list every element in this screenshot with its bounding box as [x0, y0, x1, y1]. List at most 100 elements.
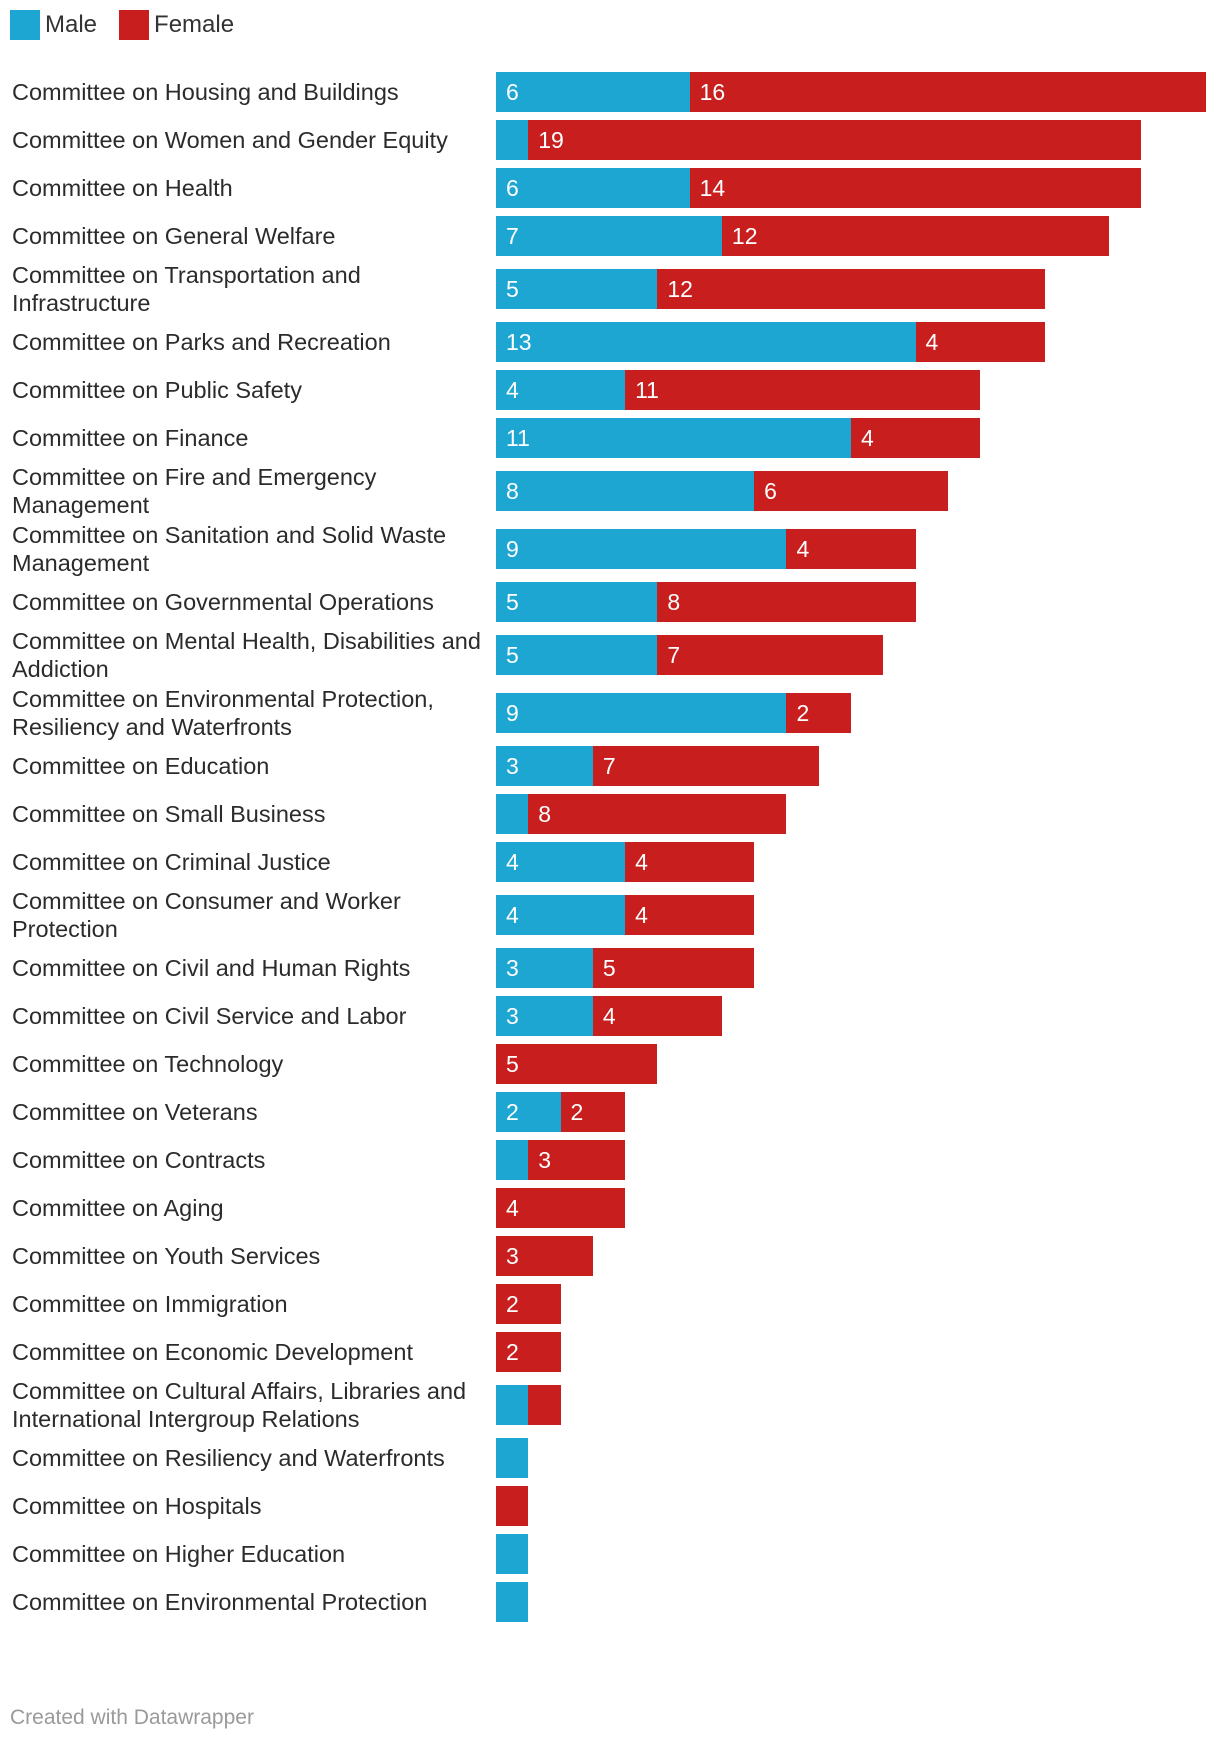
row-label: Committee on Small Business: [12, 801, 326, 827]
bar-male[interactable]: [496, 72, 690, 112]
bar-value-label: 4: [506, 1195, 519, 1221]
bar-value-label: 4: [796, 536, 810, 562]
bar-male[interactable]: [496, 635, 658, 675]
bar-value-label: 11: [635, 377, 659, 403]
bar-male[interactable]: [496, 418, 851, 458]
row-label: Committee on Women and Gender Equity: [12, 127, 448, 153]
bar-female[interactable]: [754, 471, 948, 511]
bar-value-label: 5: [506, 642, 519, 668]
bar-value-label: 4: [506, 849, 519, 875]
bar-value-label: 9: [506, 700, 519, 726]
bar-male[interactable]: [496, 948, 593, 988]
bar-female[interactable]: [915, 322, 1045, 362]
bar-male[interactable]: [496, 216, 722, 256]
row-label: Committee on Fire and Emergency Manageme…: [12, 464, 377, 518]
legend: Male Female: [10, 10, 256, 40]
row-label: Committee on Contracts: [12, 1147, 266, 1173]
bar-female[interactable]: [496, 1236, 593, 1276]
row-label: Committee on Cultural Affairs, Libraries…: [12, 1378, 467, 1432]
row-label: Committee on Economic Development: [12, 1339, 413, 1365]
bar-female[interactable]: [657, 635, 884, 675]
row-label: Committee on Transportation and Infrastr…: [12, 262, 361, 316]
row-label: Committee on Aging: [12, 1195, 224, 1221]
bar-female[interactable]: [528, 1385, 561, 1425]
bar-male[interactable]: [496, 842, 626, 882]
bar-value-label: 4: [602, 1003, 616, 1029]
bar-female[interactable]: [560, 1092, 626, 1132]
bar-female[interactable]: [496, 1188, 626, 1228]
bar-value-label: 13: [506, 329, 532, 355]
bar-female[interactable]: [528, 794, 787, 834]
bar-female[interactable]: [528, 120, 1142, 160]
bar-male[interactable]: [496, 746, 593, 786]
bar-female[interactable]: [851, 418, 981, 458]
bar-male[interactable]: [496, 120, 529, 160]
bar-male[interactable]: [496, 471, 755, 511]
bar-female[interactable]: [528, 1140, 626, 1180]
bar-male[interactable]: [496, 1534, 529, 1574]
bar-value-label: 8: [538, 801, 552, 827]
bar-value-label: 2: [506, 1339, 519, 1365]
row-label: Committee on Parks and Recreation: [12, 329, 391, 355]
bar-value-label: 3: [538, 1147, 552, 1173]
bar-female[interactable]: [592, 948, 755, 988]
bar-male[interactable]: [496, 996, 593, 1036]
bar-male[interactable]: [496, 582, 658, 622]
bar-male[interactable]: [496, 1582, 529, 1622]
bar-female[interactable]: [786, 529, 916, 569]
bar-male[interactable]: [496, 370, 626, 410]
bar-value-label: 11: [506, 425, 530, 451]
bar-male[interactable]: [496, 168, 690, 208]
bar-female[interactable]: [625, 842, 755, 882]
bar-female[interactable]: [689, 168, 1142, 208]
bar-female[interactable]: [721, 216, 1110, 256]
bar-value-label: 7: [667, 642, 681, 668]
row-label: Committee on Civil and Human Rights: [12, 955, 411, 981]
bar-male[interactable]: [496, 1385, 529, 1425]
bar-male[interactable]: [496, 693, 787, 733]
bar-male[interactable]: [496, 794, 529, 834]
bar-value-label: 2: [570, 1099, 584, 1125]
row-label: Committee on Youth Services: [12, 1243, 321, 1269]
bar-female[interactable]: [496, 1332, 561, 1372]
bar-male[interactable]: [496, 1092, 561, 1132]
bar-male[interactable]: [496, 529, 787, 569]
bar-female[interactable]: [496, 1284, 561, 1324]
row-label: Committee on Immigration: [12, 1291, 288, 1317]
bar-female[interactable]: [592, 746, 819, 786]
bar-female[interactable]: [496, 1486, 529, 1526]
row-label: Committee on Environmental Protection: [12, 1589, 428, 1615]
bar-male[interactable]: [496, 1438, 529, 1478]
bar-value-label: 2: [796, 700, 810, 726]
bar-value-label: 12: [731, 223, 758, 249]
legend-swatch-male: [10, 10, 40, 40]
bar-female[interactable]: [689, 72, 1206, 112]
legend-item-female: Female: [119, 10, 234, 40]
bar-value-label: 5: [506, 1051, 519, 1077]
bar-male[interactable]: [496, 322, 916, 362]
row-label: Committee on Governmental Operations: [12, 589, 434, 615]
row-label: Committee on Resiliency and Waterfronts: [12, 1445, 445, 1471]
footer-credit[interactable]: Created with Datawrapper: [10, 1706, 254, 1729]
bar-female[interactable]: [786, 693, 851, 733]
legend-label: Male: [45, 11, 98, 38]
bar-value-label: 19: [538, 127, 564, 153]
bar-female[interactable]: [657, 582, 916, 622]
bar-value-label: 4: [506, 377, 519, 403]
bar-female[interactable]: [657, 269, 1045, 309]
bar-male[interactable]: [496, 269, 658, 309]
bar-male[interactable]: [496, 1140, 529, 1180]
bar-value-label: 9: [506, 536, 519, 562]
bar-value-label: 7: [506, 223, 519, 249]
row-label: Committee on Finance: [12, 425, 249, 451]
bar-female[interactable]: [496, 1044, 658, 1084]
bar-value-label: 8: [506, 478, 519, 504]
bar-value-label: 2: [506, 1099, 519, 1125]
bar-female[interactable]: [625, 895, 755, 935]
bar-female[interactable]: [625, 370, 981, 410]
row-label: Committee on Higher Education: [12, 1541, 346, 1567]
bar-female[interactable]: [592, 996, 722, 1036]
bar-value-label: 14: [699, 175, 726, 201]
bar-male[interactable]: [496, 895, 626, 935]
